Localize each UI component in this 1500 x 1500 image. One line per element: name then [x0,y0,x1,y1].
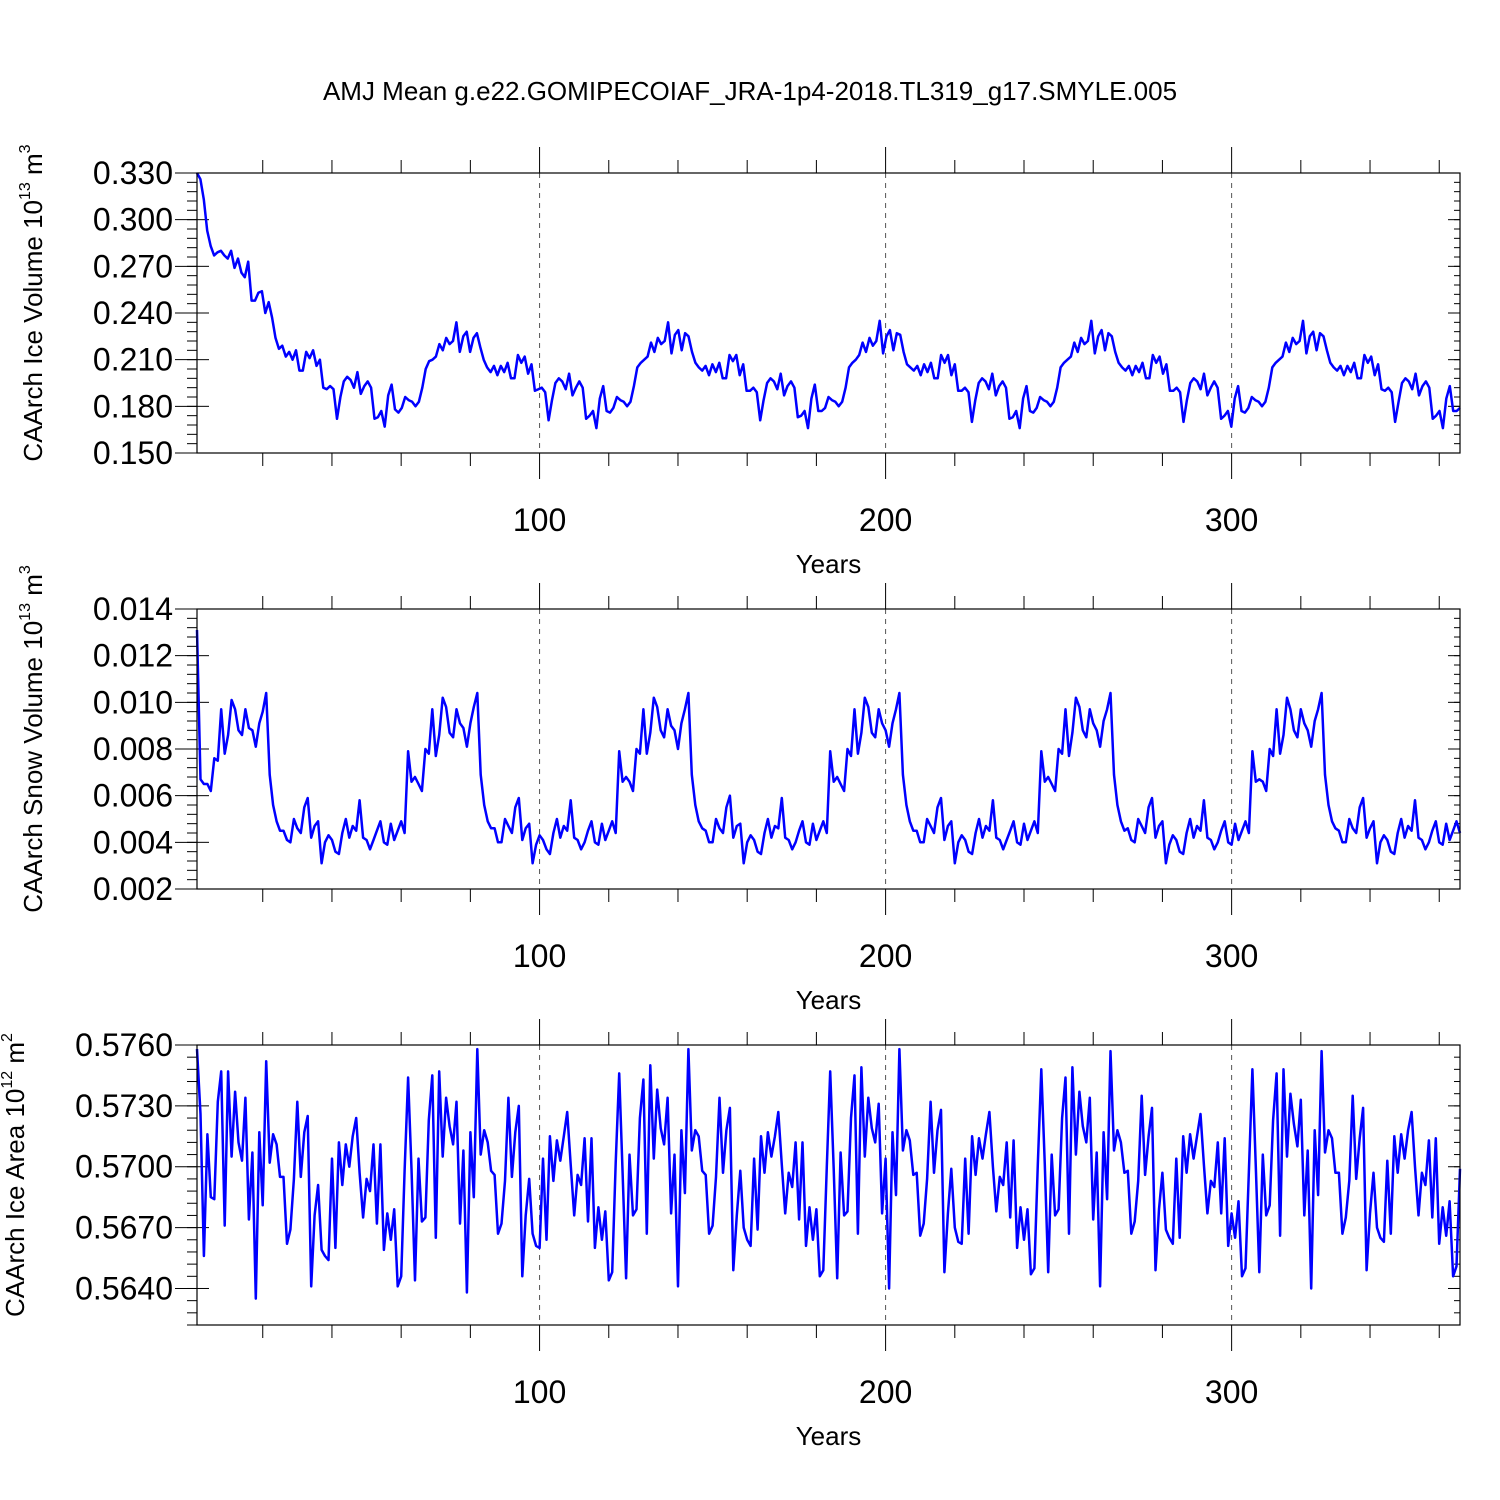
y-axis-label-text: CAArch Ice Volume 10 [18,200,48,462]
series-line [195,1047,1462,1300]
y-tick-label: 0.5700 [75,1149,173,1185]
y-axis-label-exponent: 13 [17,603,34,621]
y-axis-label: CAArch Snow Volume 1013 m3 [17,565,48,913]
y-tick-label: 0.240 [93,295,173,331]
y-tick-label: 0.270 [93,248,173,284]
x-tick-label: 200 [859,938,912,974]
x-axis-label: Years [796,1421,862,1451]
y-tick-label: 0.010 [93,684,173,720]
y-tick-label: 0.5730 [75,1088,173,1124]
plot-frame [196,1044,1461,1326]
y-axis-label-unit-exponent: 3 [17,565,34,574]
y-tick-label: 0.180 [93,388,173,424]
panel-3: 0.5640 0.5670 0.5700 0.5730 0.5760 100 200 300 Y… [0,1019,1462,1451]
x-tick-label: 300 [1205,1374,1258,1410]
y-axis-label-unit-exponent: 3 [17,144,34,153]
series-line [195,172,1461,430]
y-axis-label-unit: m [0,1042,30,1071]
panel-1: 0.150 0.180 0.210 0.240 0.270 0.300 0.330 100 20… [17,144,1461,579]
x-tick-label: 300 [1205,502,1258,538]
x-tick-label: 200 [859,502,912,538]
y-axis-label: CAArch Ice Area 1012 m2 [0,1033,30,1317]
y-axis-label-unit-exponent: 2 [0,1033,16,1042]
y-axis-label-unit: m [18,574,48,603]
y-tick-label: 0.014 [93,591,173,627]
x-tick-label: 100 [513,938,566,974]
y-axis-label: CAArch Ice Volume 1013 m3 [17,144,48,461]
x-tick-label: 100 [513,1374,566,1410]
y-axis-label-text: CAArch Snow Volume 10 [18,621,48,913]
x-axis-label: Years [796,985,862,1015]
x-axis-label: Years [796,549,862,579]
y-axis-label-exponent: 13 [17,182,34,200]
y-tick-label: 0.5670 [75,1210,173,1246]
y-tick-label: 0.006 [93,778,173,814]
y-tick-label: 0.5640 [75,1270,173,1306]
series-line [195,629,1462,865]
plot-frame [196,172,1461,454]
y-tick-label: 0.012 [93,638,173,674]
x-tick-label: 300 [1205,938,1258,974]
panel-2: 0.002 0.004 0.006 0.008 0.010 0.012 0.014 100 20… [17,565,1462,1015]
y-axis-label-unit: m [18,153,48,182]
chart-title: AMJ Mean g.e22.GOMIPECOIAF_JRA-1p4-2018.… [323,76,1177,106]
y-tick-label: 0.5760 [75,1027,173,1063]
y-tick-label: 0.330 [93,155,173,191]
y-tick-label: 0.008 [93,731,173,767]
y-tick-label: 0.300 [93,202,173,238]
x-tick-label: 100 [513,502,566,538]
y-tick-label: 0.004 [93,824,173,860]
y-axis-label-exponent: 12 [0,1071,16,1089]
plot-frame [196,608,1461,890]
y-tick-label: 0.002 [93,871,173,907]
y-tick-label: 0.210 [93,342,173,378]
y-tick-label: 0.150 [93,435,173,471]
y-axis-label-text: CAArch Ice Area 10 [0,1089,30,1317]
x-tick-label: 200 [859,1374,912,1410]
